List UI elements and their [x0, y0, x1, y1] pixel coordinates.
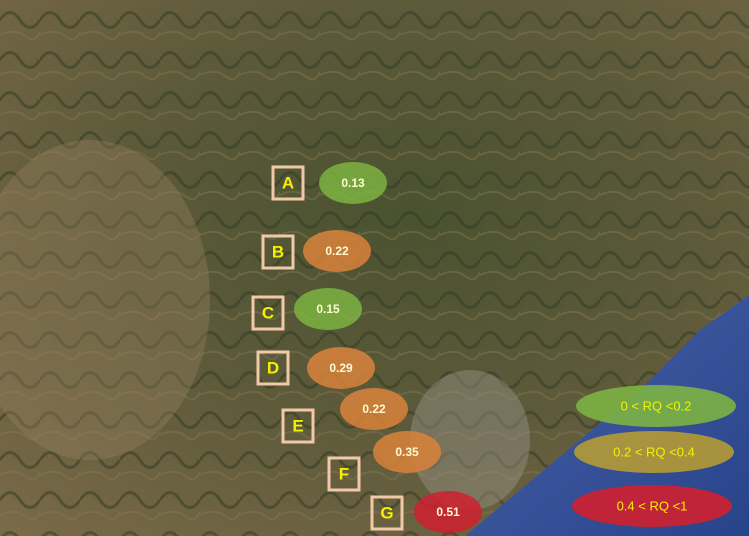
- site-box: [327, 456, 361, 492]
- site-marker: [414, 491, 482, 533]
- site-box: [261, 234, 295, 270]
- site-box: [256, 350, 290, 386]
- site-marker: [307, 347, 375, 389]
- site-marker: [303, 230, 371, 272]
- sea: [465, 295, 749, 536]
- site-label: E: [292, 416, 303, 435]
- legend: 0 < RQ <0.2 0.2 < RQ <0.4 0.4 < RQ <1: [572, 385, 736, 527]
- site-label: D: [267, 358, 279, 377]
- site-value: 0.51: [436, 505, 460, 519]
- legend-label: 0.2 < RQ <0.4: [613, 444, 695, 459]
- site-box: [281, 408, 315, 444]
- plain: [0, 140, 210, 460]
- site-value: 0.22: [362, 402, 386, 416]
- site-label: B: [272, 242, 284, 261]
- site-marker: [319, 162, 387, 204]
- legend-swatch: [574, 431, 734, 473]
- site-box: [370, 495, 404, 531]
- urban-area: [410, 370, 530, 510]
- site-box: [251, 295, 285, 331]
- legend-swatch: [572, 485, 732, 527]
- site-label: G: [380, 503, 393, 522]
- site-value: 0.22: [325, 244, 349, 258]
- sites: A 0.13 B 0.22 C 0.15 D 0.29 E 0.22 F 0.35 G 0.51: [251, 162, 482, 533]
- site-marker: [340, 388, 408, 430]
- site-marker: [294, 288, 362, 330]
- site-value: 0.35: [395, 445, 419, 459]
- site-label: A: [282, 173, 294, 192]
- site-label: C: [262, 303, 274, 322]
- legend-label: 0.4 < RQ <1: [617, 498, 688, 513]
- site-value: 0.29: [329, 361, 353, 375]
- site-label: F: [339, 464, 349, 483]
- site-marker: [373, 431, 441, 473]
- site-value: 0.15: [316, 302, 340, 316]
- legend-swatch: [576, 385, 736, 427]
- site-box: [271, 165, 305, 201]
- legend-label: 0 < RQ <0.2: [621, 398, 692, 413]
- site-value: 0.13: [341, 176, 365, 190]
